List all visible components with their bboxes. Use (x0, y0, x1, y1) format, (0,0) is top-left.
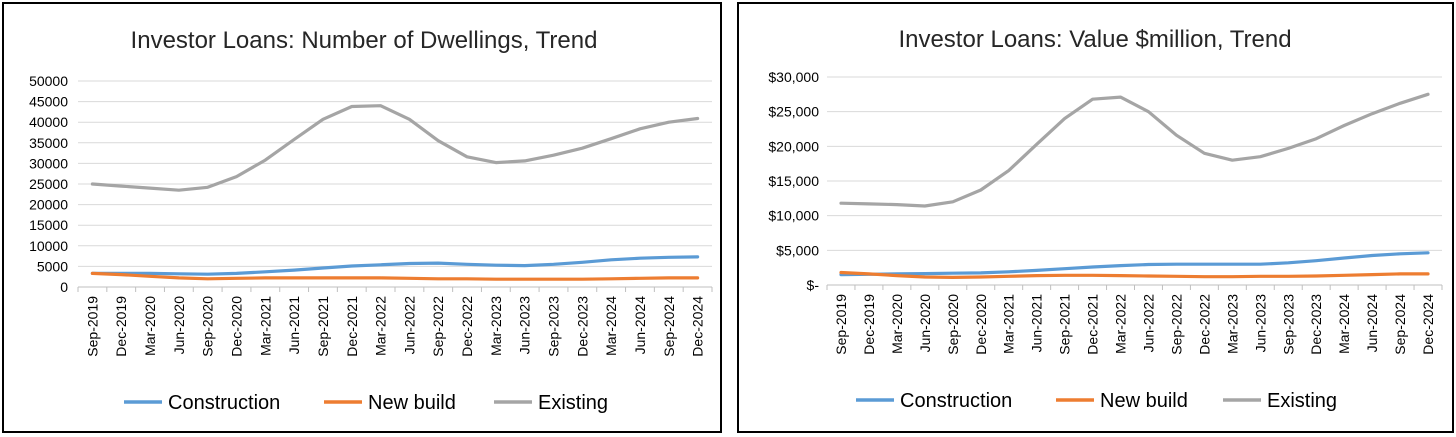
x-tick-label: Dec-2023 (1308, 294, 1324, 355)
x-tick-label: Dec-2021 (1085, 294, 1101, 355)
series-line-new-build (839, 270, 1430, 279)
x-tick-label: Sep-2024 (661, 296, 677, 357)
chart-panel-value: Investor Loans: Value $million, Trend $30… (737, 2, 1454, 433)
x-tick-label: Dec-2022 (459, 296, 475, 357)
legend-label: Construction (900, 390, 1012, 412)
legend-label: New build (1100, 390, 1188, 412)
series-line-construction (90, 255, 700, 276)
x-tick-label: Dec-2021 (344, 296, 360, 357)
y-tick-label: $15,000 (768, 173, 819, 189)
x-tick-label: Mar-2021 (1001, 294, 1017, 354)
x-tick-label: Jun-2022 (1140, 294, 1156, 353)
value-chart: Investor Loans: Value $million, Trend $30… (768, 26, 1443, 412)
y-tick-label: $20,000 (768, 138, 819, 154)
x-tick-label: Jun-2020 (171, 296, 187, 355)
legend-label: Construction (168, 392, 280, 414)
x-tick-label: Mar-2022 (373, 296, 389, 356)
y-tick-label: 20000 (29, 197, 68, 213)
y-tick-label: 15000 (29, 217, 68, 233)
y-tick-label: $10,000 (768, 208, 819, 224)
chart-panel-dwellings: Investor Loans: Number of Dwellings, Tre… (2, 2, 722, 433)
chart-title: Investor Loans: Number of Dwellings, Tre… (131, 27, 598, 54)
x-tick-label: Sep-2022 (1168, 294, 1184, 355)
x-tick-label: Sep-2020 (200, 296, 216, 357)
x-tick-label: Jun-2021 (1029, 294, 1045, 353)
x-tick-label: Jun-2021 (286, 296, 302, 355)
x-tick-label: Mar-2023 (1224, 294, 1240, 354)
legend-label: Existing (1267, 390, 1337, 412)
x-tick-label: Sep-2020 (945, 294, 961, 355)
x-tick-label: Sep-2023 (546, 296, 562, 357)
y-tick-label: 5000 (37, 258, 68, 274)
x-tick-label: Jun-2024 (632, 296, 648, 355)
x-tick-label: Jun-2023 (1252, 294, 1268, 353)
y-tick-label: $30,000 (768, 69, 819, 85)
x-tick-label: Dec-2019 (861, 294, 877, 355)
x-tick-label: Jun-2023 (517, 296, 533, 355)
series-line-construction (839, 251, 1430, 277)
x-tick-label: Sep-2021 (1057, 294, 1073, 355)
x-tick-label: Mar-2020 (142, 296, 158, 356)
y-tick-label: 35000 (29, 135, 68, 151)
y-tick-label: 40000 (29, 114, 68, 130)
x-tick-label: Mar-2021 (257, 296, 273, 356)
x-tick-label: Dec-2020 (229, 296, 245, 357)
y-tick-label: 25000 (29, 176, 68, 192)
x-tick-label: Sep-2021 (315, 296, 331, 357)
y-tick-label: 45000 (29, 94, 68, 110)
x-tick-label: Dec-2023 (574, 296, 590, 357)
x-tick-label: Sep-2022 (430, 296, 446, 357)
x-tick-label: Jun-2020 (917, 294, 933, 353)
series-line-existing (90, 104, 700, 192)
y-tick-label: $- (807, 277, 820, 293)
series-line-existing (839, 92, 1430, 208)
y-tick-label: 50000 (29, 73, 68, 89)
y-tick-label: $25,000 (768, 104, 819, 120)
x-tick-label: Dec-2020 (973, 294, 989, 355)
series-line-new-build (90, 271, 700, 281)
x-tick-label: Sep-2024 (1392, 294, 1408, 355)
x-tick-label: Jun-2022 (401, 296, 417, 355)
y-tick-label: 0 (60, 279, 68, 295)
legend-label: Existing (538, 392, 608, 414)
dwellings-chart: Investor Loans: Number of Dwellings, Tre… (29, 27, 713, 414)
legend-label: New build (368, 392, 456, 414)
chart-title: Investor Loans: Value $million, Trend (898, 26, 1291, 53)
y-tick-label: 30000 (29, 155, 68, 171)
y-tick-label: 10000 (29, 238, 68, 254)
x-tick-label: Sep-2019 (833, 294, 849, 355)
x-tick-label: Sep-2023 (1280, 294, 1296, 355)
x-tick-label: Jun-2024 (1364, 294, 1380, 353)
x-tick-label: Sep-2019 (84, 296, 100, 357)
x-tick-label: Mar-2023 (488, 296, 504, 356)
x-tick-label: Mar-2022 (1113, 294, 1129, 354)
x-tick-label: Dec-2022 (1196, 294, 1212, 355)
y-tick-label: $5,000 (776, 242, 819, 258)
x-tick-label: Dec-2019 (113, 296, 129, 357)
x-tick-label: Dec-2024 (690, 296, 706, 357)
x-tick-label: Mar-2024 (1336, 294, 1352, 354)
x-tick-label: Mar-2020 (889, 294, 905, 354)
x-tick-label: Dec-2024 (1420, 294, 1436, 355)
x-tick-label: Mar-2024 (603, 296, 619, 356)
